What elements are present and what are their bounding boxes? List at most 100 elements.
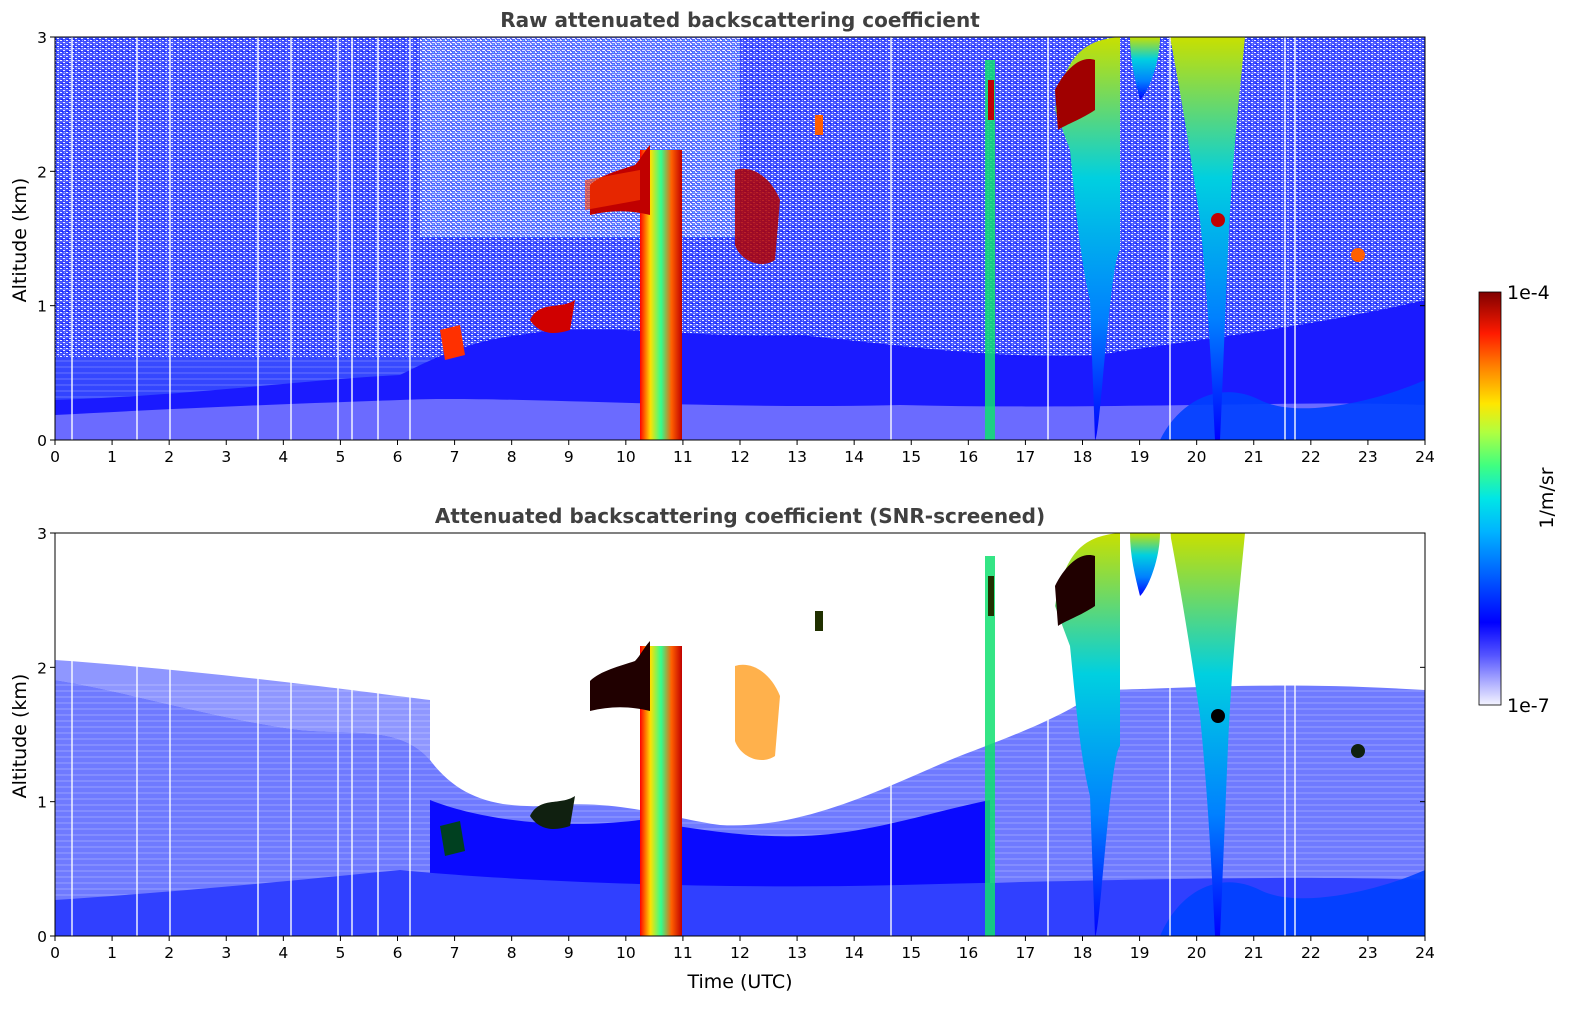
raw-x-tick-label: 14 [844, 448, 864, 466]
raw-x-tick-label: 5 [335, 448, 345, 466]
raw-x-tick-label: 4 [278, 448, 288, 466]
screened-y-tick-label: 1 [37, 794, 47, 812]
raw-x-tick-label: 6 [393, 448, 403, 466]
raw-x-tick-label: 8 [507, 448, 517, 466]
screened-surface-layer [55, 870, 1425, 936]
raw-backscatter-panel: Raw attenuated backscattering coefficien… [9, 8, 1435, 466]
raw-panel-y-axis: 0 1 2 3 [37, 29, 1425, 450]
screened-x-tick-label: 11 [673, 944, 693, 962]
screened-cloud-blob-13h [815, 611, 823, 631]
colorbar: 1e-4 1e-7 1/m/sr [1478, 282, 1558, 717]
screened-precip-top-18h [1055, 555, 1095, 626]
screened-x-tick-label: 2 [164, 944, 174, 962]
raw-precip-column-18h [1055, 37, 1120, 440]
screened-x-tick-label: 21 [1244, 944, 1264, 962]
screened-x-tick-label: 4 [278, 944, 288, 962]
screened-x-tick-label: 0 [50, 944, 60, 962]
raw-x-tick-label: 17 [1016, 448, 1036, 466]
screened-x-tick-label: 18 [1073, 944, 1093, 962]
screened-x-tick-label: 9 [564, 944, 574, 962]
screened-x-tick-label: 8 [507, 944, 517, 962]
screened-panel-y-axis-label: Altitude (km) [9, 674, 31, 799]
screened-x-tick-label: 17 [1016, 944, 1036, 962]
screened-precip-column-18h [1055, 533, 1120, 936]
raw-panel-y-axis-label: Altitude (km) [9, 178, 31, 303]
raw-x-tick-label: 22 [1301, 448, 1321, 466]
screened-x-tick-label: 3 [221, 944, 231, 962]
raw-cloud-blob-20h [1211, 213, 1225, 227]
screened-midlevel-cloud [590, 641, 650, 711]
raw-x-tick-label: 9 [564, 448, 574, 466]
raw-data-gaps [71, 37, 1296, 440]
screened-x-tick-label: 15 [901, 944, 921, 962]
screened-x-tick-label: 19 [1130, 944, 1150, 962]
screened-data-gaps [71, 533, 1296, 936]
raw-x-tick-label: 23 [1358, 448, 1378, 466]
raw-midlevel-cloud-edge [585, 170, 640, 210]
raw-x-tick-label: 1 [107, 448, 117, 466]
screened-x-tick-label: 6 [393, 944, 403, 962]
screened-late-boundary-layer [1160, 870, 1425, 936]
raw-x-tick-label: 24 [1415, 448, 1435, 466]
raw-x-tick-label: 19 [1130, 448, 1150, 466]
raw-x-tick-label: 7 [450, 448, 460, 466]
raw-y-tick-label: 1 [37, 298, 47, 316]
screened-x-tick-label: 16 [958, 944, 978, 962]
raw-y-tick-label: 3 [37, 29, 47, 47]
screened-precip-column-20h [1170, 533, 1245, 936]
screened-x-tick-label: 7 [450, 944, 460, 962]
screened-y-tick-label: 2 [37, 659, 47, 677]
raw-y-tick-label: 0 [37, 432, 47, 450]
screened-panel-x-axis: 0 1 2 3 4 5 6 7 8 9 10 11 12 13 14 15 16 17 18 19 20 21 22 23 24 [50, 936, 1435, 962]
screened-x-tick-label: 10 [616, 944, 636, 962]
screened-x-tick-label: 23 [1358, 944, 1378, 962]
raw-virga-16h [985, 60, 995, 440]
raw-cloud-blob-7h [440, 325, 465, 360]
screened-y-tick-label: 3 [37, 525, 47, 543]
raw-x-tick-label: 10 [616, 448, 636, 466]
raw-precip-column-19h [1130, 37, 1160, 100]
screened-cloud-blob-8h [530, 796, 575, 829]
screened-x-tick-label: 13 [787, 944, 807, 962]
screened-cloud-blob-23h [1351, 744, 1365, 758]
screened-cloud-blob-7h [440, 821, 465, 856]
screened-y-tick-label: 0 [37, 928, 47, 946]
raw-x-tick-label: 16 [958, 448, 978, 466]
screened-cloud-blob-12h [735, 664, 780, 761]
raw-precip-top-18h [1055, 59, 1095, 130]
colorbar-min-label: 1e-7 [1507, 695, 1550, 717]
raw-x-tick-label: 21 [1244, 448, 1264, 466]
raw-cloud-blob-12h [735, 168, 780, 265]
screened-backscatter-panel: Attenuated backscattering coefficient (S… [9, 504, 1435, 993]
screened-x-tick-label: 14 [844, 944, 864, 962]
screened-cloud-top-16h [988, 576, 994, 616]
raw-panel-title: Raw attenuated backscattering coefficien… [500, 8, 980, 32]
raw-panel-plot-area [55, 37, 1425, 440]
raw-cloud-blob-8h [530, 300, 575, 333]
screened-panel-plot-area [55, 533, 1425, 936]
colorbar-max-label: 1e-4 [1507, 282, 1550, 304]
raw-x-tick-label: 0 [50, 448, 60, 466]
raw-x-tick-label: 13 [787, 448, 807, 466]
screened-virga-16h [985, 556, 995, 936]
screened-panel-title: Attenuated backscattering coefficient (S… [435, 504, 1045, 528]
raw-x-tick-label: 2 [164, 448, 174, 466]
raw-cloud-top-16h [988, 80, 994, 120]
screened-x-tick-label: 24 [1415, 944, 1435, 962]
raw-x-tick-label: 15 [901, 448, 921, 466]
screened-x-tick-label: 12 [730, 944, 750, 962]
raw-y-tick-label: 2 [37, 163, 47, 181]
raw-precip-column-20h [1170, 37, 1245, 440]
x-axis-label: Time (UTC) [686, 971, 792, 993]
screened-x-tick-label: 5 [335, 944, 345, 962]
colorbar-unit-label: 1/m/sr [1536, 467, 1558, 528]
raw-cloud-blob-23h [1351, 248, 1365, 262]
screened-x-tick-label: 20 [1187, 944, 1207, 962]
screened-x-tick-label: 22 [1301, 944, 1321, 962]
screened-cloud-blob-20h [1211, 709, 1225, 723]
raw-x-tick-label: 3 [221, 448, 231, 466]
screened-precip-column-19h [1130, 533, 1160, 596]
colorbar-gradient [1478, 291, 1502, 706]
raw-late-boundary-layer [1160, 380, 1425, 440]
